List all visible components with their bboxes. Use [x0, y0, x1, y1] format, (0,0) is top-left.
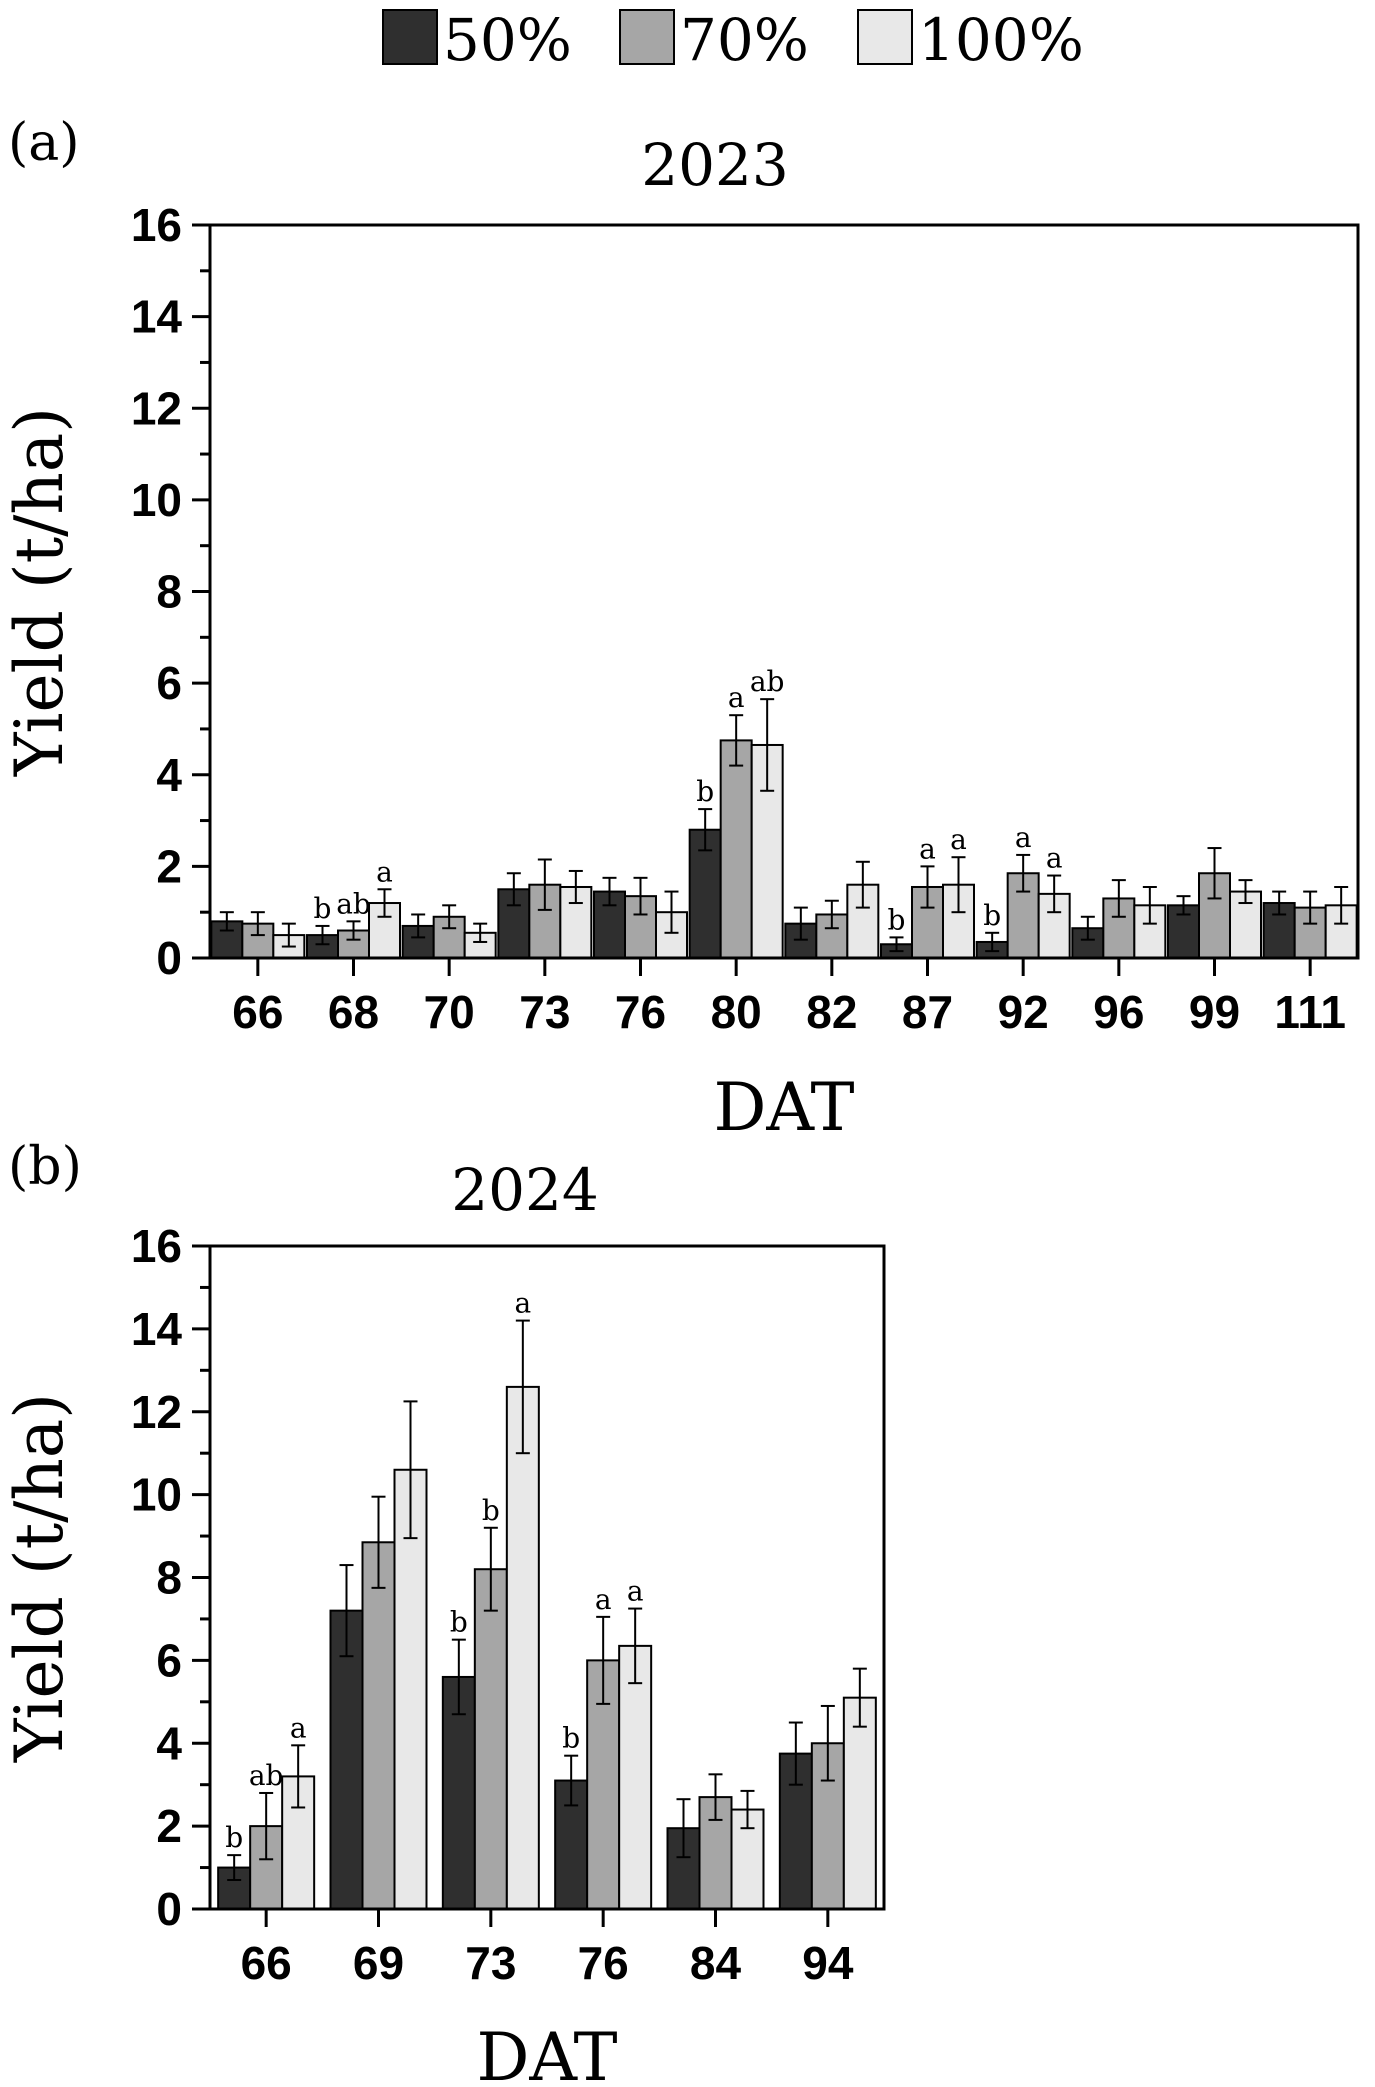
x-tick-label: 96	[1093, 986, 1144, 1038]
panel-label: (a)	[8, 113, 80, 173]
significance-letter: a	[514, 1287, 531, 1320]
x-tick-label: 66	[232, 986, 283, 1038]
significance-letter: a	[728, 681, 745, 714]
y-tick-label: 12	[131, 1386, 182, 1438]
legend-swatch-100	[857, 9, 913, 65]
x-axis-label: DAT	[714, 1069, 855, 1146]
significance-letter: a	[919, 832, 936, 865]
significance-letter: a	[376, 855, 393, 888]
y-tick-label: 0	[156, 1883, 182, 1935]
chart-title: 2023	[641, 131, 789, 199]
significance-letter: a	[595, 1583, 612, 1616]
significance-letter: b	[314, 892, 332, 925]
x-tick-label: 82	[806, 986, 857, 1038]
x-tick-label: 69	[353, 1937, 404, 1989]
y-tick-label: 14	[131, 291, 183, 343]
bar	[842, 1696, 877, 1910]
y-tick-label: 6	[156, 1634, 182, 1686]
bar	[505, 1385, 540, 1910]
y-tick-label: 10	[131, 1469, 182, 1521]
y-tick-label: 0	[156, 932, 182, 984]
x-tick-label: 68	[328, 986, 379, 1038]
significance-letter: b	[450, 1606, 468, 1639]
legend-swatch-50	[382, 9, 438, 65]
bar	[719, 739, 753, 959]
x-tick-label: 111	[1274, 986, 1346, 1038]
legend-label-70: 70%	[680, 6, 809, 74]
significance-letter: a	[950, 823, 967, 856]
y-axis-label: Yield (t/ha)	[1, 407, 78, 777]
y-tick-label: 2	[156, 840, 182, 892]
plot-frame	[208, 223, 1360, 960]
y-tick-label: 16	[131, 199, 182, 251]
legend-label-50: 50%	[443, 6, 572, 74]
significance-letter: a	[1015, 821, 1032, 854]
significance-letter: b	[696, 775, 714, 808]
significance-letter: b	[562, 1722, 580, 1755]
y-axis-label: Yield (t/ha)	[1, 1393, 78, 1763]
x-tick-label: 99	[1189, 986, 1240, 1038]
significance-letter: b	[888, 903, 906, 936]
significance-letter: a	[290, 1711, 307, 1744]
y-tick-label: 14	[131, 1303, 183, 1355]
y-tick-label: 8	[156, 566, 182, 618]
x-tick-label: 73	[519, 986, 570, 1038]
bar	[618, 1644, 653, 1910]
legend-swatch-70	[619, 9, 675, 65]
x-tick-label: 66	[241, 1937, 292, 1989]
x-axis-label: DAT	[477, 2019, 618, 2087]
x-tick-label: 80	[711, 986, 762, 1038]
x-tick-label: 94	[802, 1937, 854, 1989]
significance-letter: b	[983, 899, 1001, 932]
x-tick-label: 84	[690, 1937, 742, 1989]
x-tick-label: 76	[615, 986, 666, 1038]
bar	[473, 1568, 508, 1911]
panel-label: (b)	[8, 1137, 82, 1197]
x-tick-label: 87	[902, 986, 953, 1038]
y-tick-label: 16	[131, 1220, 182, 1272]
y-tick-label: 2	[156, 1800, 182, 1852]
y-tick-label: 12	[131, 382, 182, 434]
bar	[361, 1541, 396, 1910]
significance-letter: b	[225, 1821, 243, 1854]
legend-label-100: 100%	[918, 6, 1084, 74]
bar	[1293, 906, 1327, 960]
x-tick-label: 76	[578, 1937, 629, 1989]
x-tick-label: 70	[424, 986, 475, 1038]
plot-frame	[208, 1244, 886, 1911]
significance-letter: ab	[750, 665, 785, 698]
x-tick-label: 92	[998, 986, 1049, 1038]
chart-title: 2024	[451, 1156, 599, 1224]
y-tick-label: 8	[156, 1552, 182, 1604]
significance-letter: b	[482, 1494, 500, 1527]
y-tick-label: 6	[156, 657, 182, 709]
significance-letter: a	[1046, 842, 1063, 875]
y-tick-label: 4	[156, 749, 182, 801]
y-tick-label: 10	[131, 474, 182, 526]
x-tick-label: 73	[465, 1937, 516, 1989]
significance-letter: ab	[249, 1759, 284, 1792]
legend: 50% 70% 100%	[382, 6, 1084, 74]
significance-letter: a	[627, 1575, 644, 1608]
y-tick-label: 4	[156, 1717, 182, 1769]
significance-letter: ab	[336, 887, 371, 920]
